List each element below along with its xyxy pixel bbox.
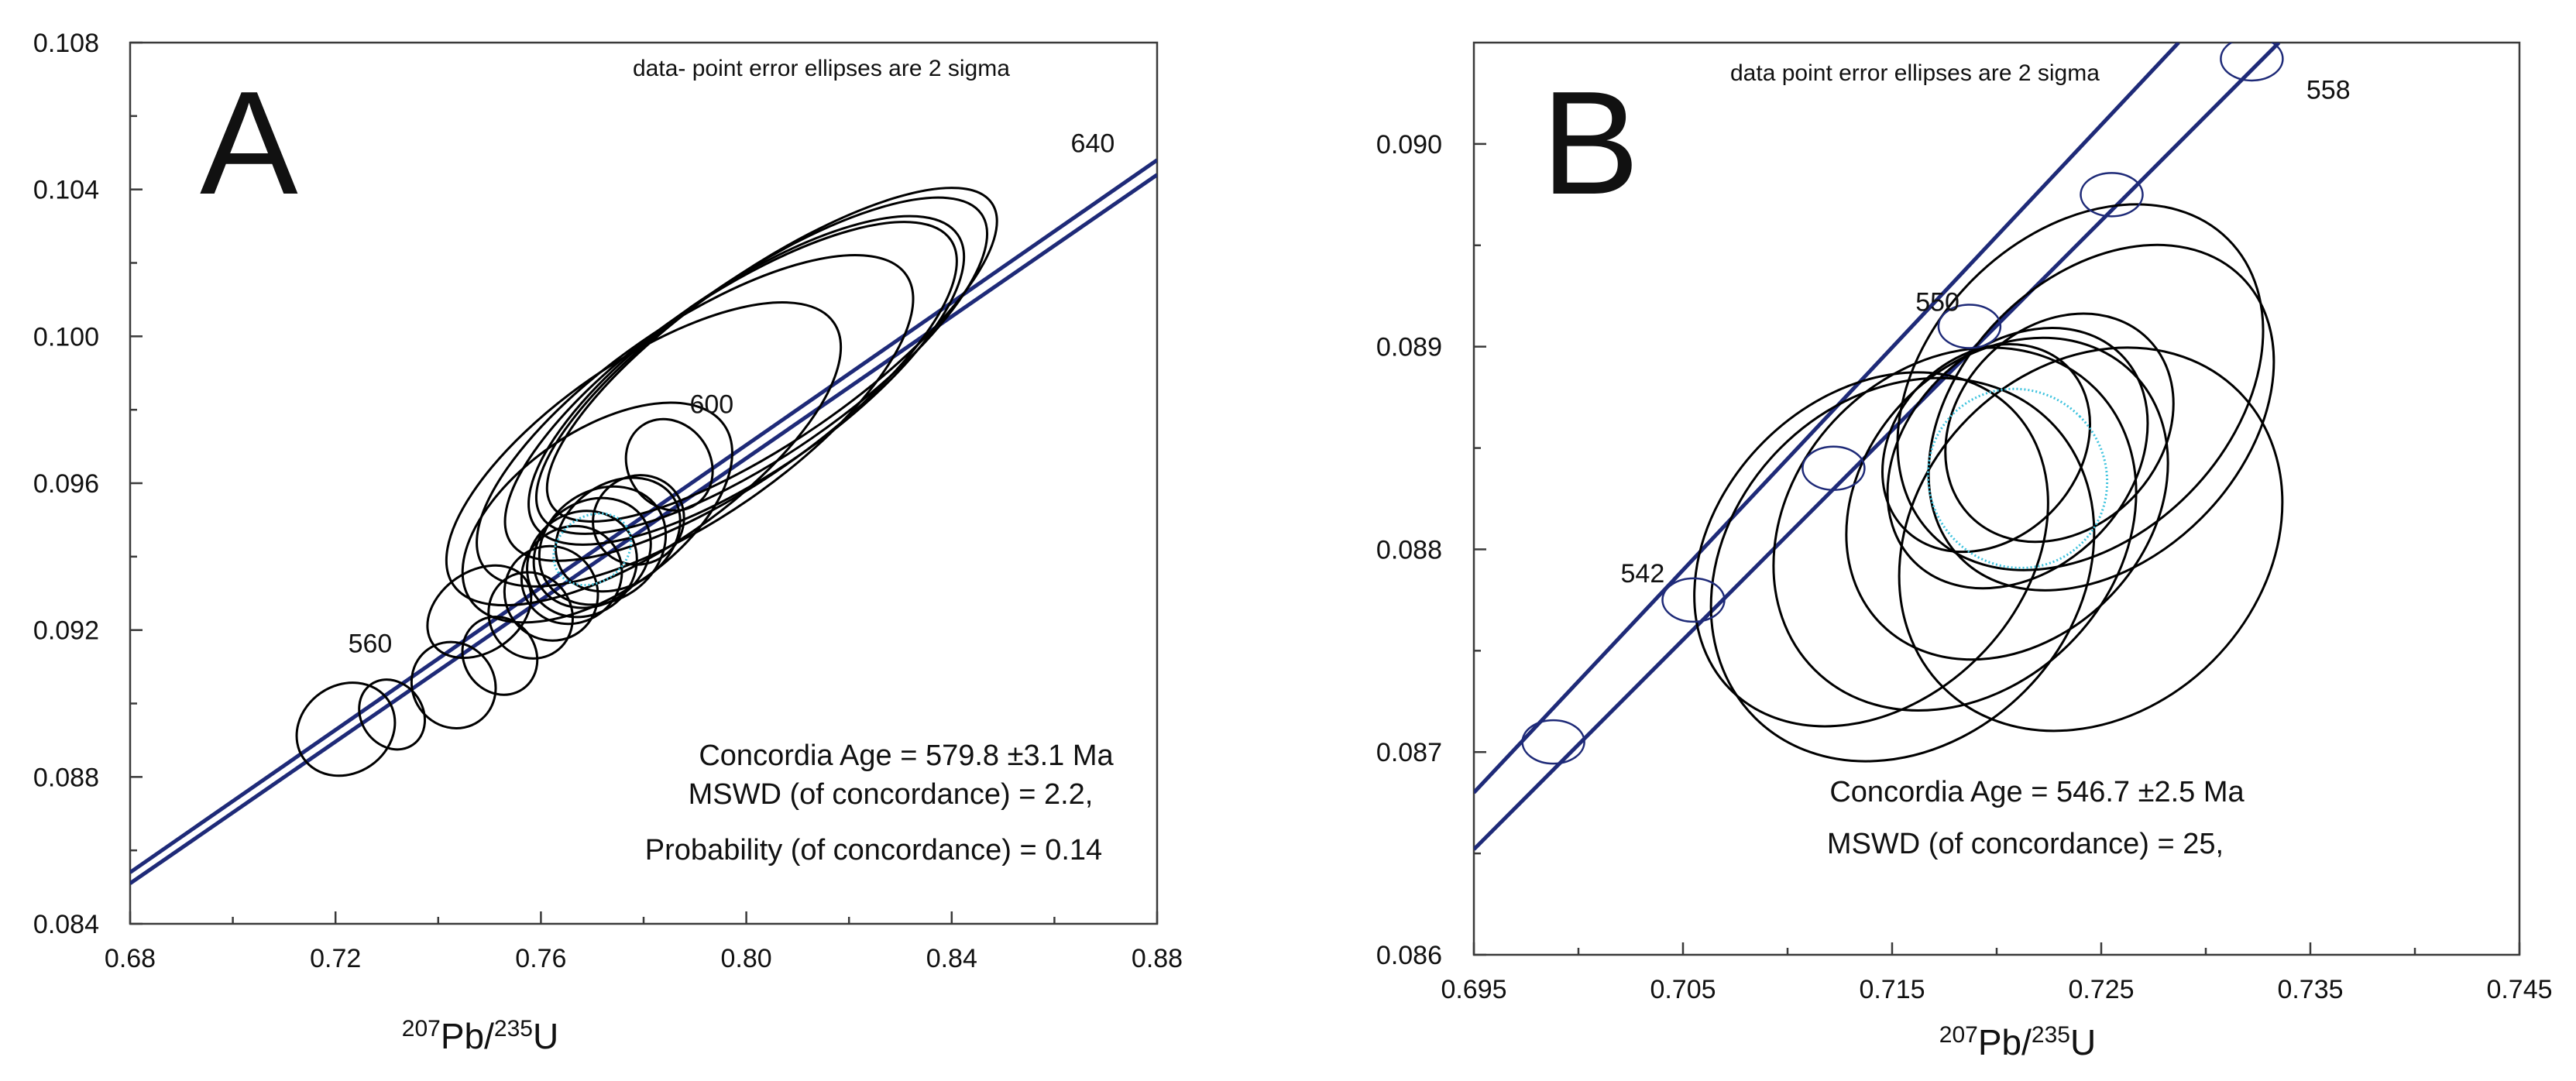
age-label-640: 640: [1071, 129, 1115, 159]
error-ellipse: [358, 678, 427, 751]
error-ellipse: [1896, 203, 2265, 571]
concordia-curve-1: [130, 173, 1157, 885]
panel-a-stat-probability: Probability (of concordance) = 0.14: [645, 834, 1102, 867]
error-ellipse: [410, 640, 497, 729]
x-tick-label: 0.84: [926, 944, 977, 973]
error-ellipse: [426, 564, 533, 660]
error-ellipse: [532, 496, 652, 609]
y-tick-label: 0.086: [1376, 941, 1442, 970]
concordia-age-marker: [2080, 172, 2144, 218]
error-ellipse: [545, 187, 998, 523]
error-ellipse: [1709, 376, 2096, 763]
concordia-age-marker: [1661, 577, 1726, 623]
panel-b: 542 550 558 0.695 0.705 0.715 0.725 0.735 0.745 0…: [1376, 41, 2553, 1063]
panel-b-axes: 542 550 558 0.695 0.705 0.715 0.725 0.735 0.745 0…: [1376, 75, 2553, 1004]
y-tick-label: 0.089: [1376, 333, 1442, 362]
error-ellipse: [624, 417, 714, 512]
x-tick-label: 0.745: [2486, 975, 2552, 1004]
y-tick-label: 0.084: [33, 910, 99, 939]
y-tick-label: 0.087: [1376, 738, 1442, 767]
concordia-curve-1: [1474, 43, 2281, 851]
concordia-age-marker: [1521, 719, 1585, 765]
error-ellipse: [1927, 243, 2275, 592]
panel-a-plot-area: [130, 158, 1157, 885]
y-tick-label: 0.104: [33, 176, 99, 205]
panel-b-note: data point error ellipses are 2 sigma: [1730, 60, 2100, 86]
panel-a-frame: [129, 41, 1159, 925]
concordia-curve-2: [1474, 43, 2180, 794]
age-label-560: 560: [349, 629, 393, 658]
x-tick-label: 0.715: [1859, 975, 1925, 1004]
y-tick-label: 0.090: [1376, 130, 1442, 160]
error-ellipse: [526, 510, 638, 619]
error-ellipse: [1772, 346, 2138, 712]
age-label-542: 542: [1621, 559, 1665, 589]
y-tick-label: 0.108: [33, 29, 99, 58]
panel-a: 560 600 640 0.68 0.72 0.76 0.80 0.84 0.88 0.084 0.…: [33, 29, 1183, 1056]
age-label-550: 550: [1915, 287, 1959, 317]
y-tick-label: 0.088: [1376, 535, 1442, 565]
x-tick-label: 0.695: [1441, 975, 1506, 1004]
concordia-age-marker: [1937, 304, 2002, 349]
panel-a-note: data- point error ellipses are 2 sigma: [633, 56, 1010, 81]
y-tick-label: 0.092: [33, 616, 99, 646]
panel-a-x-axis-title: 207Pb/235U: [402, 1016, 558, 1057]
x-tick-label: 0.72: [310, 944, 361, 973]
concordia-age-ellipse: [552, 512, 633, 587]
error-ellipse: [1886, 327, 2149, 590]
panel-b-frame: [1472, 41, 2521, 956]
x-tick-label: 0.735: [2277, 975, 2343, 1004]
error-ellipse: [1693, 371, 2049, 728]
error-ellipse: [1898, 346, 2284, 733]
panel-b-x-axis-title: 207Pb/235U: [1939, 1022, 2096, 1063]
panel-b-stat-mswd: MSWD (of concordance) = 25,: [1827, 828, 2224, 860]
panel-b-letter: B: [1541, 61, 1640, 225]
error-ellipse: [1944, 312, 2175, 544]
error-ellipse: [1881, 342, 2091, 554]
concordia-age-ellipse: [1926, 387, 2109, 569]
x-tick-label: 0.68: [105, 944, 156, 973]
concordia-age-marker: [2220, 43, 2284, 82]
panel-a-axes: 560 600 640 0.68 0.72 0.76 0.80 0.84 0.88 0.084 0.…: [33, 29, 1183, 973]
panel-b-stat-age: Concordia Age = 546.7 ±2.5 Ma: [1829, 776, 2245, 808]
panel-a-stat-age: Concordia Age = 579.8 ±3.1 Ma: [699, 740, 1114, 772]
y-tick-label: 0.088: [33, 763, 99, 792]
panel-a-letter: A: [200, 61, 298, 225]
age-label-600: 600: [689, 390, 733, 419]
y-tick-label: 0.096: [33, 469, 99, 499]
x-tick-label: 0.705: [1650, 975, 1716, 1004]
x-tick-label: 0.88: [1132, 944, 1183, 973]
error-ellipse: [1845, 336, 2169, 661]
x-tick-label: 0.76: [515, 944, 566, 973]
error-ellipse: [295, 681, 397, 777]
panel-b-plot-area: [1474, 43, 2284, 851]
panel-a-stat-mswd: MSWD (of concordance) = 2.2,: [689, 778, 1094, 811]
error-ellipse: [592, 474, 685, 566]
concordia-age-marker: [1801, 445, 1866, 491]
x-tick-label: 0.80: [721, 944, 772, 973]
y-tick-label: 0.100: [33, 322, 99, 352]
age-label-558: 558: [2306, 75, 2351, 105]
x-tick-label: 0.725: [2068, 975, 2134, 1004]
